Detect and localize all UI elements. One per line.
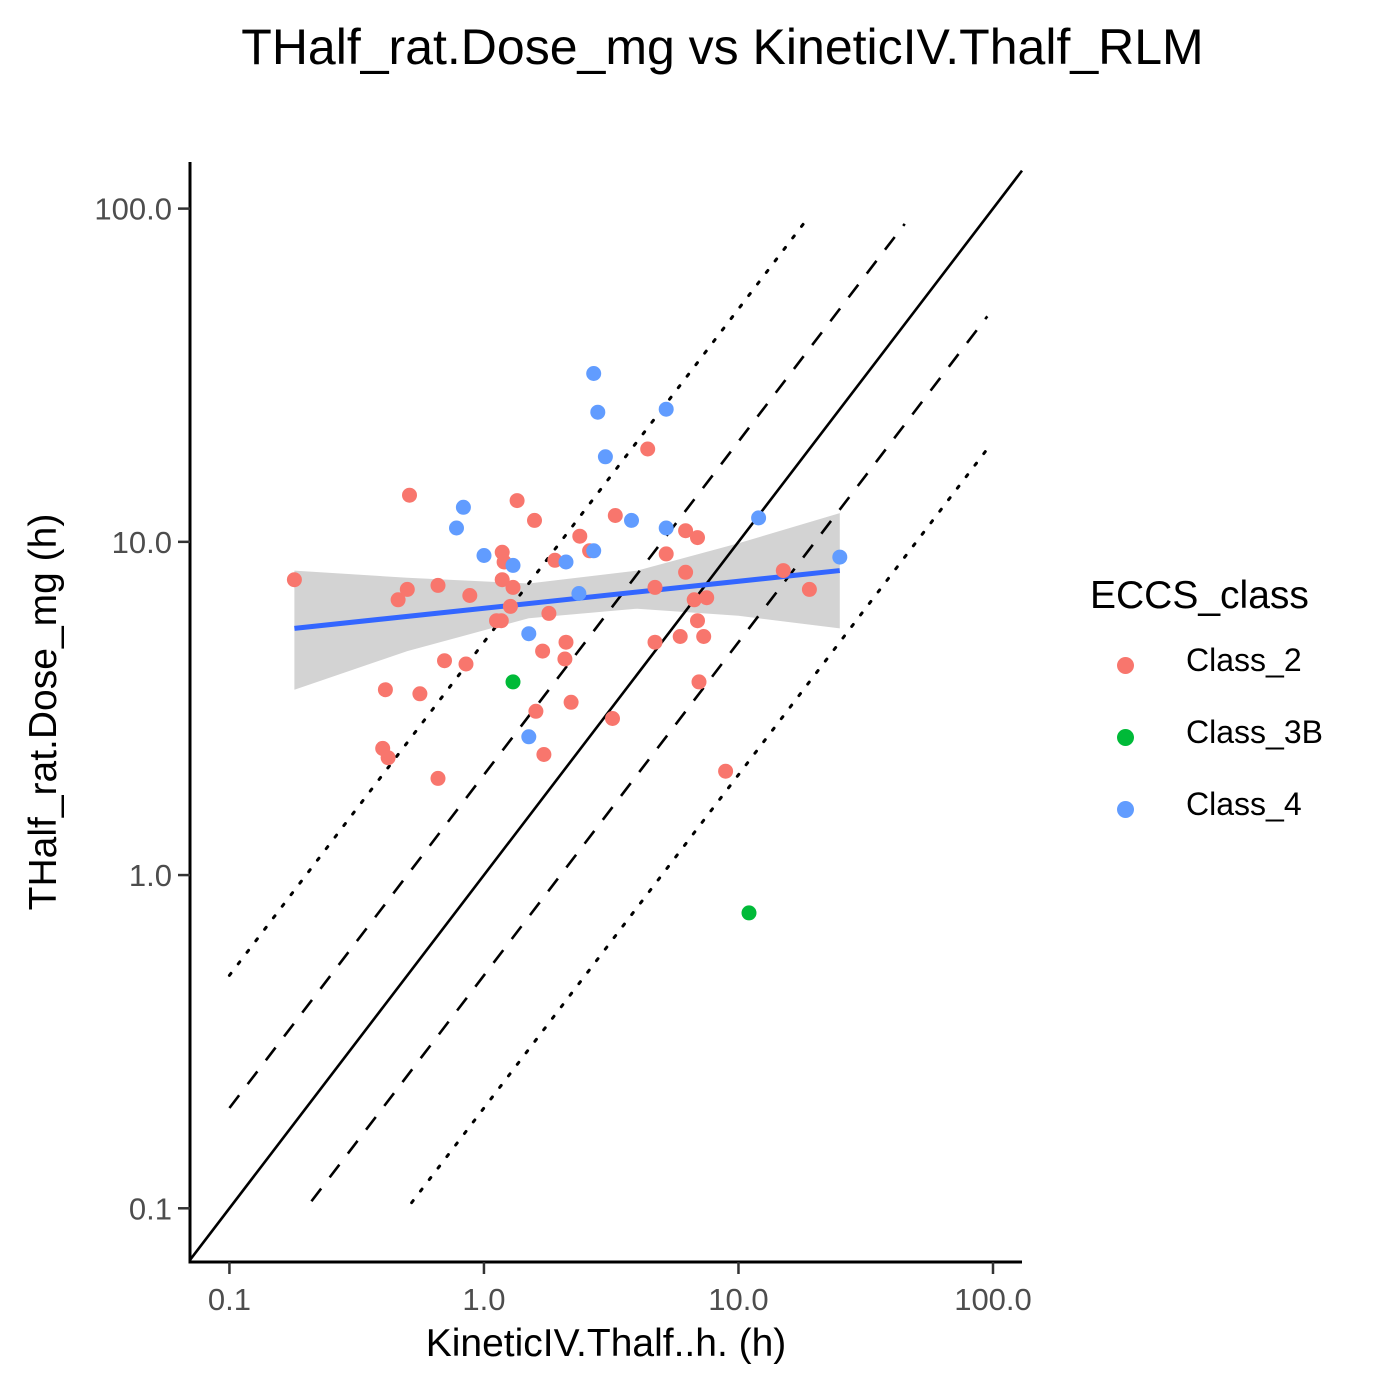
legend-label-class-2: Class_2 [1186,642,1302,678]
trend-line [294,568,841,631]
y-tick-label: 1.0 [129,858,172,893]
data-point-class-2 [541,605,557,621]
data-point-class-3b [505,674,521,690]
data-point-class-2 [547,552,563,568]
data-point-class-2 [678,564,694,580]
data-point-class-2 [640,441,656,457]
data-point-class-2 [399,581,415,597]
data-point-class-4 [476,548,492,563]
data-point-class-2 [699,590,715,606]
data-point-class-2 [380,750,396,766]
data-point-class-2 [536,747,552,762]
reference-line-dashed-0.5 [310,315,989,1203]
y-axis-title: THalf_rat.Dose_mg (h) [22,513,65,911]
data-point-class-2 [672,629,688,644]
data-points-layer [286,366,848,921]
legend: ECCS_class Class_2 Class_3B Class_4 [1090,574,1323,856]
data-point-class-2 [718,763,734,779]
y-tick-label: 10.0 [112,525,172,560]
legend-label-class-4: Class_4 [1186,786,1302,822]
data-point-class-2 [286,572,302,588]
data-point-class-3b [741,905,757,921]
trend-line-layer [294,568,841,631]
data-point-class-2 [691,674,707,690]
data-point-class-2 [493,613,509,629]
data-point-class-2 [527,512,542,528]
data-point-class-2 [528,703,544,719]
legend-key-class-4 [1117,801,1134,818]
data-point-class-2 [690,613,705,629]
data-point-class-4 [521,626,537,642]
legend-label-class-3b: Class_3B [1186,714,1323,750]
data-point-class-2 [509,493,525,509]
data-point-class-2 [775,563,791,579]
data-point-class-2 [535,643,551,659]
data-point-class-2 [430,577,446,593]
reference-line-dotted-0.2 [410,447,989,1205]
data-point-class-2 [505,579,521,595]
data-point-class-4 [571,586,587,601]
axes-layer: 0.1 1.0 10.0 100.0 0.1 1.0 10.0 100.0 [94,162,1032,1317]
data-point-class-2 [572,528,588,544]
data-point-class-4 [590,404,606,420]
data-point-class-2 [402,487,417,503]
data-point-class-2 [437,653,452,669]
legend-key-class-3b [1117,729,1134,746]
data-point-class-2 [605,711,620,726]
legend-item-class-3b: Class_3B [1090,712,1323,784]
data-point-class-2 [658,546,674,562]
data-point-class-2 [430,770,446,786]
data-point-class-2 [558,634,574,650]
data-point-class-2 [494,572,510,588]
data-point-class-4 [658,520,674,536]
data-point-class-2 [563,694,579,710]
x-tick-label: 10.0 [708,1282,768,1317]
y-tick-label: 100.0 [94,192,172,227]
data-point-class-4 [558,554,574,570]
data-point-class-2 [377,682,393,698]
legend-title: ECCS_class [1090,574,1309,617]
chart-title: THalf_rat.Dose_mg vs KineticIV.Thalf_RLM [241,19,1204,75]
data-point-class-2 [690,530,705,546]
reference-line-dotted-5 [227,214,811,977]
data-point-class-2 [801,581,817,597]
legend-item-class-4: Class_4 [1090,784,1309,856]
data-point-class-4 [624,512,639,528]
legend-key-class-2 [1117,657,1134,674]
data-point-class-4 [751,510,767,526]
data-point-class-4 [449,520,464,536]
data-point-class-2 [678,523,694,539]
data-point-class-4 [505,557,521,573]
data-point-class-2 [390,592,406,608]
data-point-class-2 [502,598,518,614]
legend-item-class-2: Class_2 [1090,640,1309,712]
data-point-class-2 [462,588,478,603]
x-tick-label: 0.1 [208,1282,251,1317]
data-point-class-2 [458,656,474,672]
data-point-class-4 [586,543,602,559]
data-point-class-2 [686,592,702,608]
data-point-class-4 [521,729,537,745]
x-axis-title: KineticIV.Thalf..h. (h) [425,1322,787,1365]
data-point-class-2 [607,508,623,523]
data-point-class-2 [647,634,663,650]
data-point-class-4 [658,401,674,417]
data-point-class-4 [586,366,602,381]
data-point-class-2 [557,651,573,667]
y-tick-label: 0.1 [129,1191,172,1226]
reference-line-dashed-2 [228,223,906,1109]
data-point-class-4 [832,549,848,565]
data-point-class-2 [647,579,663,595]
data-point-class-2 [696,629,712,644]
data-point-class-4 [597,449,613,465]
data-point-class-2 [412,686,428,702]
x-tick-label: 1.0 [462,1282,505,1317]
x-tick-label: 100.0 [954,1282,1032,1317]
data-point-class-4 [455,499,471,515]
